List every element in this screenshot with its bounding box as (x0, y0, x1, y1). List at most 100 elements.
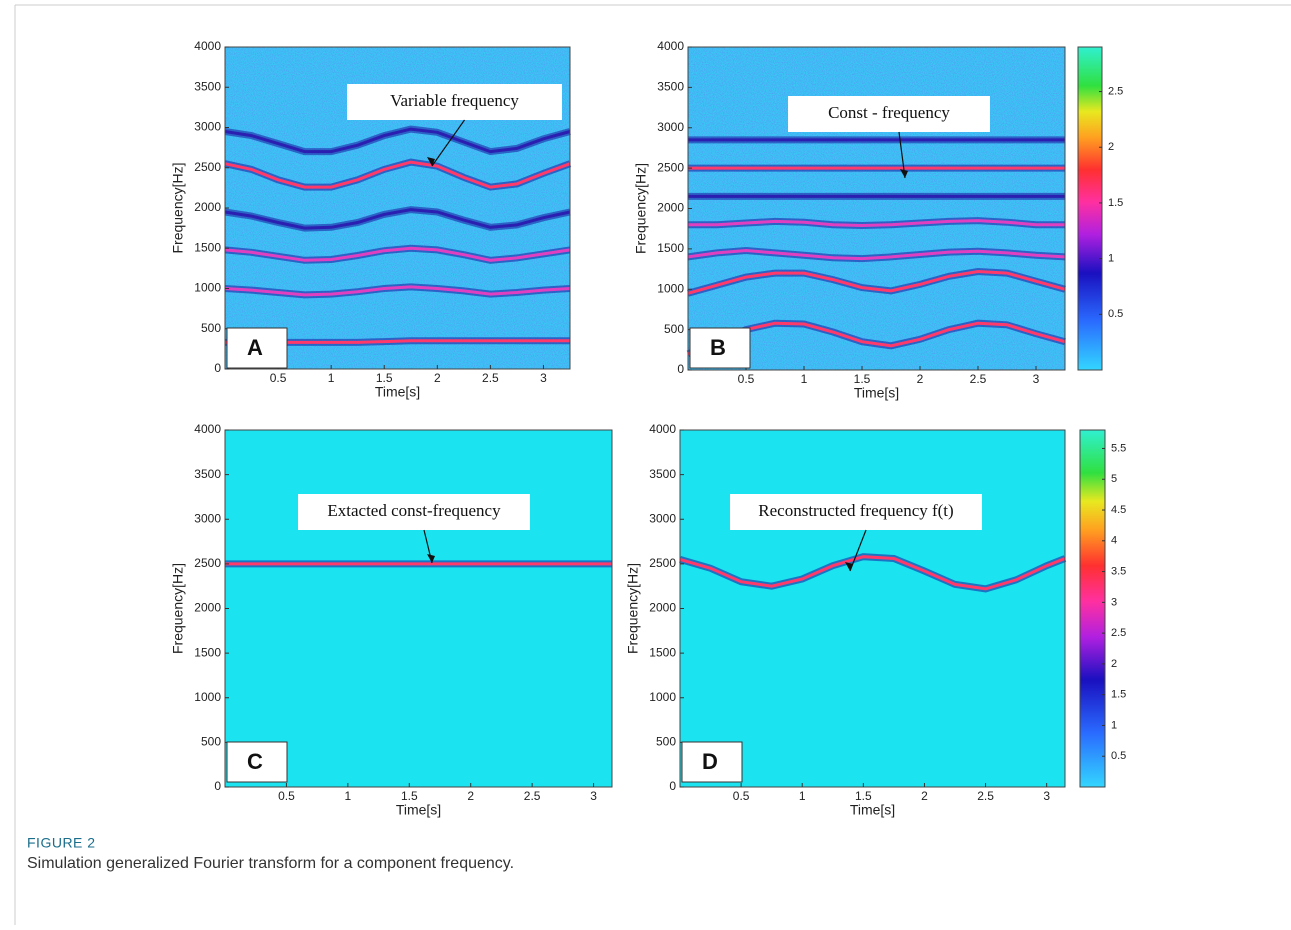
y-tick-label: 2500 (649, 556, 676, 570)
x-tick-label: 2.5 (970, 372, 987, 386)
x-tick-label: 1.5 (855, 789, 872, 803)
annotation-box (347, 84, 562, 120)
y-tick-label: 1000 (657, 281, 684, 295)
x-tick-label: 0.5 (270, 371, 287, 385)
colorbar-tick-label: 1.5 (1108, 197, 1123, 209)
y-tick-label: 2500 (657, 160, 684, 174)
x-tick-label: 1 (345, 789, 352, 803)
colorbar-tick-label: 5.5 (1111, 442, 1126, 454)
y-tick-label: 2000 (194, 601, 221, 615)
plot-background (225, 430, 612, 787)
colorbar-tick-label: 1.5 (1111, 689, 1126, 701)
x-tick-label: 1 (328, 371, 335, 385)
y-tick-label: 3500 (194, 79, 221, 93)
y-tick-label: 4000 (657, 39, 684, 53)
y-axis-label: Frequency[Hz] (170, 563, 186, 654)
colorbar-tick-label: 2.5 (1111, 627, 1126, 639)
y-tick-label: 1500 (194, 645, 221, 659)
x-tick-label: 1 (799, 789, 806, 803)
x-tick-label: 1.5 (401, 789, 418, 803)
annotation: Variable frequency (390, 91, 519, 110)
y-tick-label: 1000 (649, 690, 676, 704)
x-axis-label: Time[s] (850, 802, 895, 818)
panel-label: A (247, 335, 263, 360)
x-tick-label: 3 (1033, 372, 1040, 386)
y-tick-label: 0 (214, 779, 221, 793)
x-tick-label: 3 (590, 789, 597, 803)
ridge (687, 269, 1066, 295)
x-tick-label: 0.5 (278, 789, 295, 803)
y-tick-label: 0 (677, 362, 684, 376)
y-tick-label: 2000 (649, 601, 676, 615)
y-tick-label: 500 (656, 735, 676, 749)
x-tick-label: 0.5 (738, 372, 755, 386)
x-tick-label: 2 (467, 789, 474, 803)
x-tick-label: 2 (434, 371, 441, 385)
annotation-box (788, 96, 990, 132)
panel-label-box (689, 327, 751, 369)
plot-background (680, 430, 1065, 787)
arrow-head (845, 562, 853, 571)
ridge (224, 285, 571, 297)
x-tick-label: 3 (1043, 789, 1050, 803)
y-tick-label: 3500 (194, 467, 221, 481)
annotation: Reconstructed frequency f(t) (758, 501, 953, 520)
y-tick-label: 4000 (194, 422, 221, 436)
annotation-box (298, 494, 530, 530)
x-tick-label: 2.5 (977, 789, 994, 803)
y-tick-label: 0 (214, 361, 221, 375)
ridge (679, 555, 1066, 591)
y-tick-label: 4000 (194, 39, 221, 53)
x-tick-label: 3 (540, 371, 547, 385)
panel-label-box (681, 741, 743, 783)
y-tick-label: 500 (664, 322, 684, 336)
y-tick-label: 3500 (657, 80, 684, 94)
y-tick-label: 1500 (649, 645, 676, 659)
y-tick-label: 4000 (649, 422, 676, 436)
y-axis-label: Frequency[Hz] (633, 163, 649, 254)
x-tick-label: 2.5 (482, 371, 499, 385)
ridge (224, 246, 571, 262)
annotation-box (730, 494, 982, 530)
arrow-head (900, 169, 908, 178)
ridge (687, 321, 1066, 356)
y-tick-label: 0 (669, 779, 676, 793)
arrow-head (427, 554, 435, 563)
x-axis-label: Time[s] (854, 385, 899, 401)
colorbar-tick-label: 2 (1111, 658, 1117, 670)
y-tick-label: 3500 (649, 467, 676, 481)
colorbar (1079, 429, 1106, 788)
colorbar-tick-label: 4.5 (1111, 504, 1126, 516)
colorbar-tick-label: 3.5 (1111, 565, 1126, 577)
colorbar-tick-label: 1 (1108, 253, 1114, 265)
ridge (224, 127, 571, 154)
y-tick-label: 2000 (657, 201, 684, 215)
annotation-arrow (431, 119, 465, 167)
caption-text: Simulation generalized Fourier transform… (27, 855, 514, 872)
colorbar-tick-label: 0.5 (1111, 750, 1126, 762)
y-tick-label: 2500 (194, 160, 221, 174)
ridge (687, 248, 1066, 261)
y-tick-label: 1500 (194, 240, 221, 254)
colorbar-tick-label: 2 (1108, 141, 1114, 153)
ridge (224, 160, 571, 189)
y-tick-label: 3000 (194, 120, 221, 134)
ridge (688, 219, 1065, 228)
panel-label: B (710, 335, 726, 360)
y-tick-label: 3000 (194, 511, 221, 525)
y-axis-label: Frequency[Hz] (625, 563, 641, 654)
y-tick-label: 1000 (194, 690, 221, 704)
x-axis-label: Time[s] (375, 384, 420, 400)
panel-label: D (702, 749, 718, 774)
x-tick-label: 1 (801, 372, 808, 386)
colorbar-tick-label: 3 (1111, 596, 1117, 608)
ridge (224, 208, 571, 230)
x-axis-label: Time[s] (396, 802, 441, 818)
panel-label-box (226, 741, 288, 783)
caption-label: FIGURE 2 (27, 835, 96, 851)
x-tick-label: 2.5 (524, 789, 541, 803)
colorbar-tick-label: 4 (1111, 535, 1117, 547)
x-tick-label: 1.5 (376, 371, 393, 385)
arrow-head (427, 157, 435, 166)
annotation: Const - frequency (828, 103, 950, 122)
